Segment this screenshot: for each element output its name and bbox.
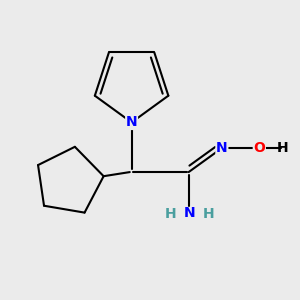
Text: O: O <box>254 141 265 155</box>
Text: N: N <box>216 141 228 155</box>
Text: H: H <box>164 207 176 221</box>
Text: N: N <box>184 206 196 220</box>
Text: N: N <box>126 116 137 129</box>
Text: H: H <box>277 141 288 155</box>
Text: H: H <box>203 207 215 221</box>
